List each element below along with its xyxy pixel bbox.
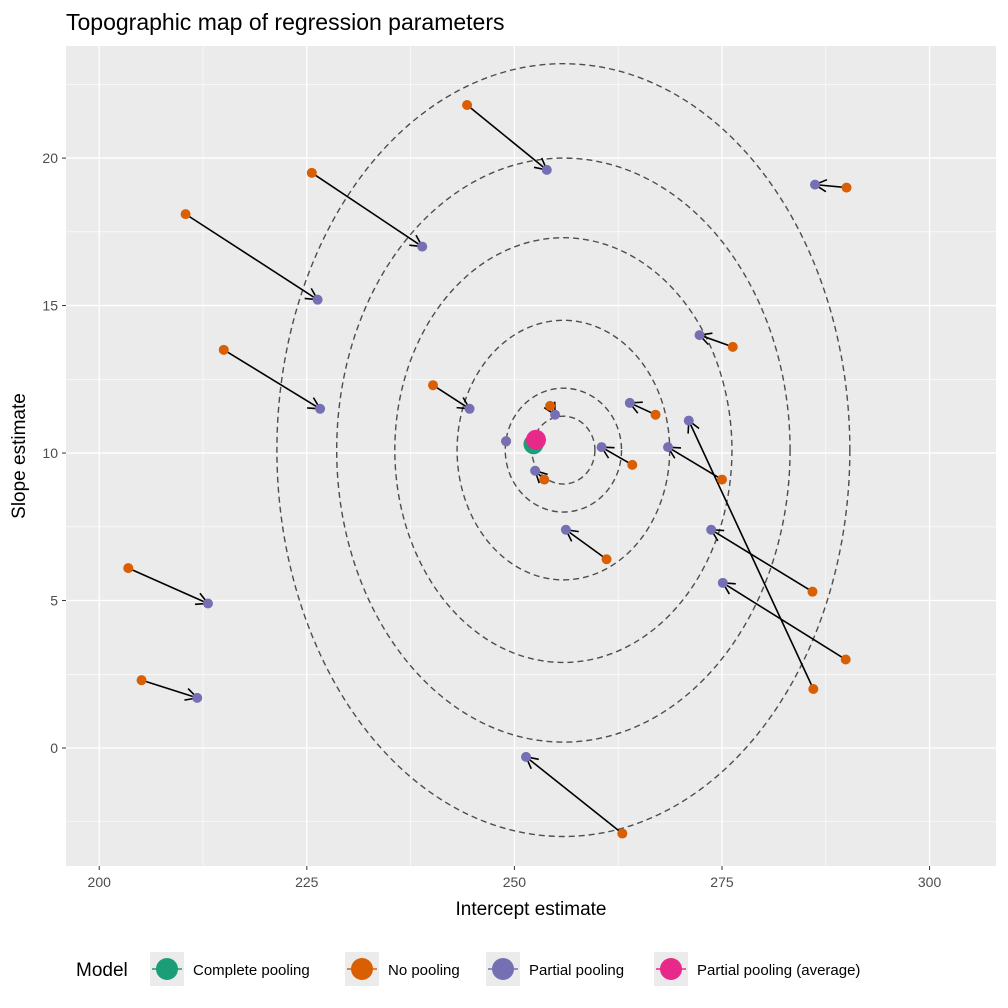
- x-axis: 200 225 250 275 300: [88, 866, 942, 890]
- partial-pooling-point: [521, 751, 532, 762]
- partial-pooling-point: [541, 164, 552, 175]
- contour-ellipse: [276, 62, 851, 838]
- legend-label: Complete pooling: [193, 962, 310, 979]
- no-pooling-point: [840, 654, 851, 665]
- shrinkage-arrow: [311, 172, 423, 248]
- grid-minor: [66, 46, 996, 866]
- y-tick-label: 15: [42, 298, 58, 314]
- legend-label: Partial pooling: [529, 962, 624, 979]
- no-pooling-point: [123, 563, 134, 574]
- partial-pooling-point: [683, 415, 694, 426]
- y-axis: 0 5 10 15 20: [42, 150, 66, 756]
- partial-pooling-point: [464, 403, 475, 414]
- contour-ellipse: [335, 157, 791, 743]
- no-pooling-point: [807, 586, 818, 597]
- no-pooling-point: [627, 459, 638, 470]
- no-pooling-point: [428, 380, 439, 391]
- legend: Model Complete pooling No pooling Partial …: [76, 952, 860, 986]
- partial-pooling-point: [550, 409, 561, 420]
- contour-ellipse: [504, 387, 623, 513]
- x-tick-label: 275: [710, 874, 734, 890]
- shrinkage-arrow: [565, 529, 608, 560]
- legend-title: Model: [76, 960, 128, 981]
- no-pooling-point: [306, 167, 317, 178]
- partial-pooling-point: [809, 179, 820, 190]
- partial-pooling-point: [694, 330, 705, 341]
- y-axis-title: Slope estimate: [9, 393, 30, 519]
- x-tick-label: 200: [88, 874, 112, 890]
- x-axis-title: Intercept estimate: [455, 899, 606, 920]
- legend-key-dot: [351, 958, 373, 980]
- partial-pooling-average-point: [525, 429, 546, 450]
- partial-pooling-point: [530, 465, 541, 476]
- shrinkage-arrow: [814, 183, 847, 189]
- legend-key-dot: [156, 958, 178, 980]
- no-pooling-point: [539, 474, 550, 485]
- data-points: [123, 99, 852, 839]
- no-pooling-point: [808, 684, 819, 695]
- no-pooling-point: [601, 554, 612, 565]
- x-tick-label: 300: [918, 874, 942, 890]
- partial-pooling-point: [624, 397, 635, 408]
- x-tick-label: 225: [295, 874, 319, 890]
- legend-label: Partial pooling (average): [697, 962, 860, 979]
- shrinkage-arrow: [432, 384, 470, 410]
- no-pooling-point: [727, 341, 738, 352]
- y-tick-label: 0: [50, 740, 58, 756]
- legend-label: No pooling: [388, 962, 460, 979]
- no-pooling-point: [617, 828, 628, 839]
- no-pooling-point: [841, 182, 852, 193]
- shrinkage-arrow: [185, 213, 319, 301]
- shrinkage-arrow: [223, 349, 321, 410]
- partial-pooling-point: [706, 524, 717, 535]
- partial-pooling-point: [717, 577, 728, 588]
- no-pooling-point: [716, 474, 727, 485]
- chart-title: Topographic map of regression parameters: [66, 9, 505, 35]
- partial-pooling-point: [663, 442, 674, 453]
- x-tick-label: 250: [503, 874, 527, 890]
- shrinkage-arrow: [127, 567, 209, 605]
- shrinkage-arrow: [710, 529, 813, 593]
- shrinkage-arrow: [466, 104, 548, 171]
- shrinkage-arrow: [722, 582, 847, 661]
- shrinkage-arrow: [699, 334, 734, 348]
- partial-pooling-point: [202, 598, 213, 609]
- shrinkage-arrow: [601, 446, 633, 466]
- no-pooling-point: [136, 675, 147, 686]
- partial-pooling-point: [596, 442, 607, 453]
- partial-pooling-point: [312, 294, 323, 305]
- legend-key-dot: [492, 958, 514, 980]
- contour-ellipse: [394, 237, 733, 664]
- partial-pooling-point: [560, 524, 571, 535]
- y-tick-label: 5: [50, 593, 58, 609]
- no-pooling-point: [650, 409, 661, 420]
- y-tick-label: 20: [42, 150, 58, 166]
- partial-pooling-point: [501, 436, 512, 447]
- y-tick-label: 10: [42, 445, 58, 461]
- no-pooling-point: [545, 400, 556, 411]
- shrinkage-arrow: [141, 679, 198, 699]
- no-pooling-point: [218, 344, 229, 355]
- no-pooling-point: [462, 99, 473, 110]
- partial-pooling-point: [417, 241, 428, 252]
- partial-pooling-point: [315, 403, 326, 414]
- plot-panel: [66, 46, 996, 866]
- partial-pooling-point: [192, 692, 203, 703]
- shrinkage-arrow: [525, 756, 623, 835]
- no-pooling-point: [180, 209, 191, 220]
- legend-key-dot: [660, 958, 682, 980]
